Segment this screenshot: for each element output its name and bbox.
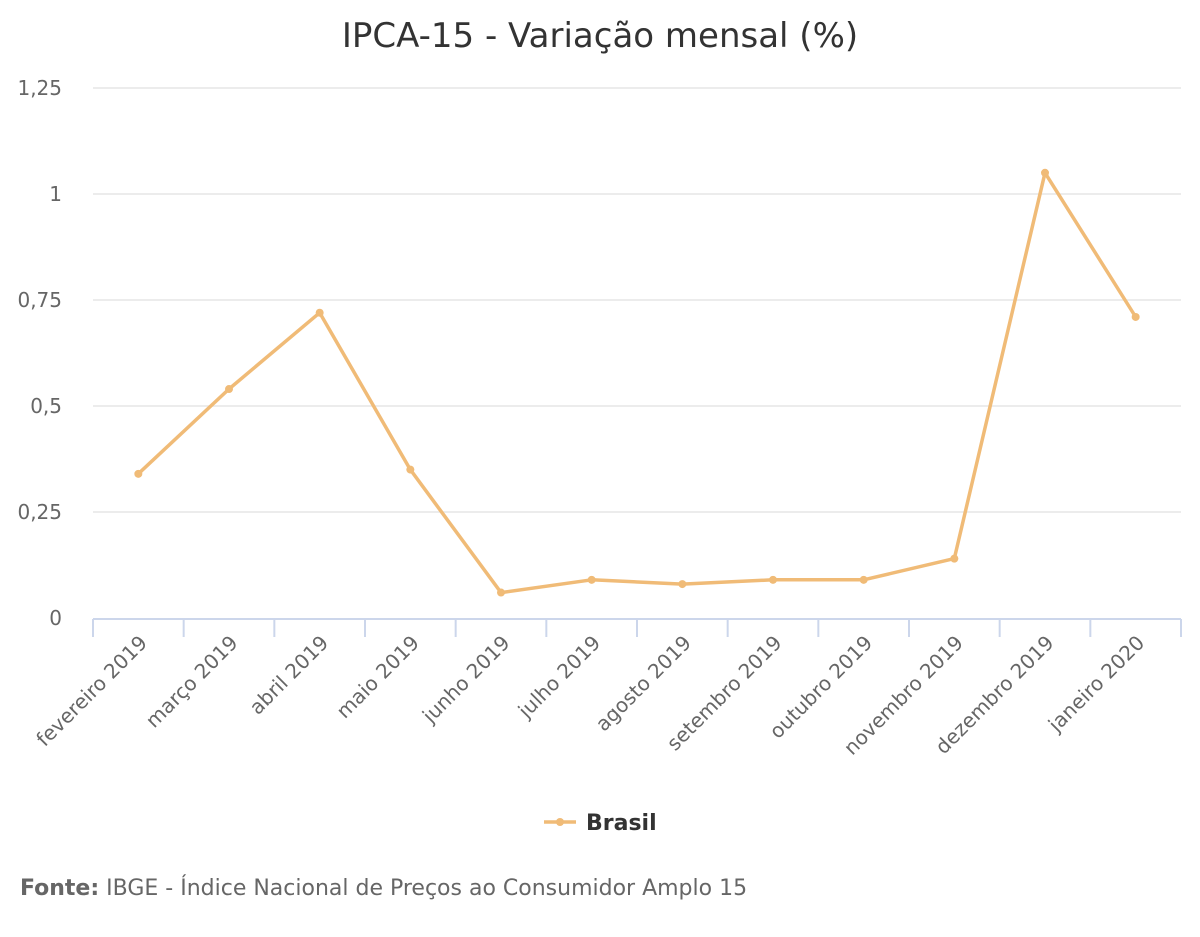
y-axis: 0 0,25 0,5 0,75 1 1,25 bbox=[17, 76, 62, 630]
legend[interactable]: Brasil bbox=[544, 811, 657, 836]
source-label: Fonte: bbox=[20, 876, 100, 901]
y-tick-label: 1,25 bbox=[17, 76, 62, 100]
data-point[interactable] bbox=[497, 588, 505, 597]
data-point[interactable] bbox=[134, 469, 143, 478]
gridlines bbox=[93, 87, 1181, 513]
legend-label[interactable]: Brasil bbox=[586, 811, 657, 836]
data-point[interactable] bbox=[315, 308, 324, 317]
data-point[interactable] bbox=[1131, 312, 1140, 321]
y-tick-label: 0,25 bbox=[17, 500, 62, 524]
data-point[interactable] bbox=[587, 575, 596, 584]
x-tick-label: janeiro 2020 bbox=[1043, 631, 1150, 738]
data-point[interactable] bbox=[859, 575, 868, 584]
chart-title: IPCA-15 - Variação mensal (%) bbox=[342, 16, 858, 56]
data-point[interactable] bbox=[678, 580, 687, 589]
data-point[interactable] bbox=[225, 385, 233, 394]
y-tick-label: 0,75 bbox=[17, 288, 62, 312]
x-tick-label: julho 2019 bbox=[513, 631, 606, 724]
y-tick-label: 0 bbox=[49, 606, 62, 630]
data-point[interactable] bbox=[769, 575, 777, 584]
x-tick-label: abril 2019 bbox=[244, 631, 333, 720]
x-tick-label: junho 2019 bbox=[417, 631, 515, 729]
series-line[interactable] bbox=[136, 171, 1138, 595]
y-tick-label: 0,5 bbox=[30, 394, 62, 418]
x-tick-label: maio 2019 bbox=[331, 631, 423, 723]
data-point[interactable] bbox=[1041, 168, 1049, 177]
source-note: Fonte: IBGE - Índice Nacional de Preços … bbox=[20, 876, 747, 901]
y-tick-label: 1 bbox=[49, 182, 62, 206]
source-text: IBGE - Índice Nacional de Preços ao Cons… bbox=[99, 876, 748, 901]
legend-swatch-marker[interactable] bbox=[556, 818, 564, 826]
data-point[interactable] bbox=[950, 554, 959, 563]
data-point[interactable] bbox=[406, 465, 415, 474]
x-tick-label: março 2019 bbox=[141, 631, 243, 733]
x-tick-label: fevereiro 2019 bbox=[31, 631, 151, 751]
series-layer bbox=[134, 168, 1140, 597]
